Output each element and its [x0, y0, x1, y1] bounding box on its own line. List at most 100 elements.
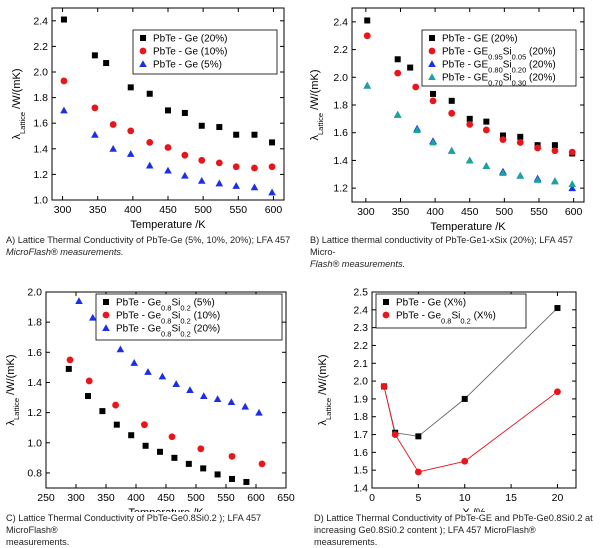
chart-panel-d: 0 5 10 15 20 1.4 1.5 1.6 1.7 1.8 1.9 2.0 2.1 2.2 2.3 2.…	[300, 272, 600, 512]
caption-c-line1: C) Lattice Thermal Conductivity of PbTe-…	[6, 513, 262, 535]
data-point	[499, 132, 506, 139]
data-point	[75, 297, 83, 305]
legend-marker	[428, 60, 436, 67]
data-point	[516, 171, 525, 179]
data-point	[251, 164, 258, 172]
data-point	[99, 408, 106, 415]
legend-label: PbTe - Ge0.8Si0.2 (10%)	[116, 311, 220, 326]
data-point	[229, 475, 235, 482]
data-point	[250, 183, 259, 191]
data-point	[112, 401, 119, 409]
legend-label: PbTe - Ge (5%)	[153, 60, 222, 71]
data-point	[415, 433, 422, 440]
data-point	[168, 433, 176, 441]
data-point	[466, 121, 474, 128]
data-point	[363, 32, 371, 40]
legend-marker	[139, 47, 147, 55]
data-point	[412, 83, 420, 91]
y-tick-label: 1.8	[333, 100, 348, 112]
data-point	[197, 177, 206, 184]
legend-box	[95, 293, 283, 341]
data-point	[414, 468, 422, 476]
data-point	[91, 130, 99, 138]
data-point	[85, 393, 91, 400]
data-point	[465, 156, 474, 164]
data-point	[60, 77, 68, 85]
legend-label: PbTe - Ge (10%)	[153, 47, 227, 58]
data-point	[198, 156, 206, 164]
x-tick-label: 350	[89, 204, 107, 216]
data-point	[407, 64, 414, 71]
x-tick-label: 450	[159, 204, 177, 216]
data-point	[269, 139, 276, 146]
y-tick-label: 2.2	[353, 340, 368, 352]
data-point	[227, 398, 236, 406]
data-point	[91, 52, 98, 59]
y-axis-label: λLattice /W/(mK)	[5, 355, 21, 426]
x-tick-label: 600	[247, 492, 265, 504]
x-tick-label: 500	[496, 206, 514, 218]
y-tick-label: 1.6	[27, 347, 42, 359]
x-tick-label: 350	[97, 492, 115, 504]
legend-marker	[102, 324, 110, 331]
data-point	[214, 471, 221, 478]
chart-d: 0 5 10 15 20 1.4 1.5 1.6 1.7 1.8 1.9 2.0 2.1 2.2 2.3 2.…	[317, 287, 577, 512]
chart-panel-b: 300 350 400 450 500 550 600 1.2 1.4 1.6 1.8 2.0 2.2 2…	[300, 0, 600, 252]
x-tick-label: 550	[230, 204, 248, 216]
y-tick-label: 2.2	[333, 44, 348, 56]
data-point	[216, 124, 223, 131]
data-point	[448, 97, 455, 104]
legend-label: PbTe - Ge0.8Si0.2 (20%)	[116, 324, 220, 339]
data-point	[533, 176, 542, 183]
data-point	[158, 372, 167, 380]
data-point	[144, 368, 152, 375]
y-tick-label: 1.7	[353, 429, 368, 441]
data-point	[364, 17, 371, 24]
data-point	[430, 90, 437, 97]
data-point	[461, 395, 468, 402]
x-tick-label: 5	[415, 492, 421, 504]
legend-marker	[429, 35, 435, 41]
y-tick-label: 1.4	[353, 483, 368, 495]
y-tick-label: 1.0	[27, 437, 42, 449]
x-tick-label: 400	[426, 206, 444, 218]
data-point	[186, 386, 194, 393]
series-1	[66, 356, 266, 468]
plot-frame	[371, 291, 577, 489]
data-point	[66, 356, 74, 364]
data-point	[181, 171, 189, 179]
y-tick-label: 2.1	[353, 358, 368, 370]
data-point	[89, 313, 97, 321]
y-tick-label: 2.4	[33, 15, 48, 27]
series-2	[363, 81, 577, 192]
data-point	[243, 478, 250, 485]
y-tick-label: 2.0	[33, 67, 48, 79]
data-point	[85, 377, 93, 385]
data-point	[517, 133, 524, 140]
data-point	[171, 454, 178, 461]
caption-c-line2: measurements.	[6, 537, 70, 547]
legend-label: PbTe - Ge (20%)	[153, 34, 227, 45]
data-point	[109, 121, 117, 128]
y-tick-label: 1.0	[33, 195, 48, 207]
x-tick-label: 550	[217, 492, 235, 504]
x-tick-label: 600	[265, 204, 283, 216]
y-tick-label: 1.4	[27, 377, 42, 389]
legend-marker	[140, 35, 146, 41]
data-point	[60, 16, 67, 23]
y-tick-label: 1.5	[353, 465, 368, 477]
data-point	[232, 163, 240, 171]
data-point	[228, 452, 236, 460]
data-point	[141, 421, 148, 429]
legend-label: PbTe - GE (20%)	[442, 34, 518, 45]
x-tick-label: 400	[124, 204, 142, 216]
data-point	[499, 169, 507, 176]
caption-b: B) Lattice thermal conductivity of PbTe-…	[310, 234, 598, 270]
y-axis: 1.2 1.4 1.6 1.8 2.0 2.2 2.4	[333, 16, 584, 195]
caption-a-line1: A) Lattice Thermal Conductivity of PbTe-…	[6, 235, 291, 245]
legend-box	[375, 293, 527, 329]
y-tick-label: 1.6	[33, 118, 48, 130]
data-point	[215, 159, 223, 167]
y-tick-label: 2.4	[333, 16, 348, 28]
legend-marker	[103, 299, 109, 305]
